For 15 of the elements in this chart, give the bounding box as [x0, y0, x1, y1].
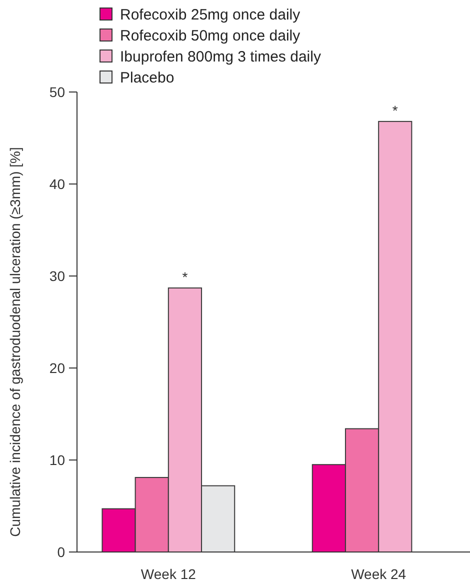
legend-label: Rofecoxib 25mg once daily: [120, 6, 301, 24]
y-tick-label: 30: [49, 268, 66, 284]
x-tick-label: Week 12: [140, 566, 196, 582]
y-tick-label: 40: [49, 176, 66, 192]
y-tick-label: 20: [49, 360, 66, 376]
legend-label: Rofecoxib 50mg once daily: [120, 27, 301, 44]
legend-label: Ibuprofen 800mg 3 times daily: [120, 48, 322, 66]
x-tick-label: Week 24: [351, 566, 406, 582]
y-tick-label: 50: [49, 84, 66, 100]
annotation: *: [182, 268, 188, 285]
legend-label: Placebo: [120, 69, 174, 86]
y-tick-label: 10: [49, 452, 66, 468]
annotation: *: [392, 102, 398, 118]
y-axis-title: Cumulative incidence of gastroduodenal ulceration (≥3mm) [%]: [7, 147, 23, 537]
y-tick-label: 0: [57, 544, 66, 560]
